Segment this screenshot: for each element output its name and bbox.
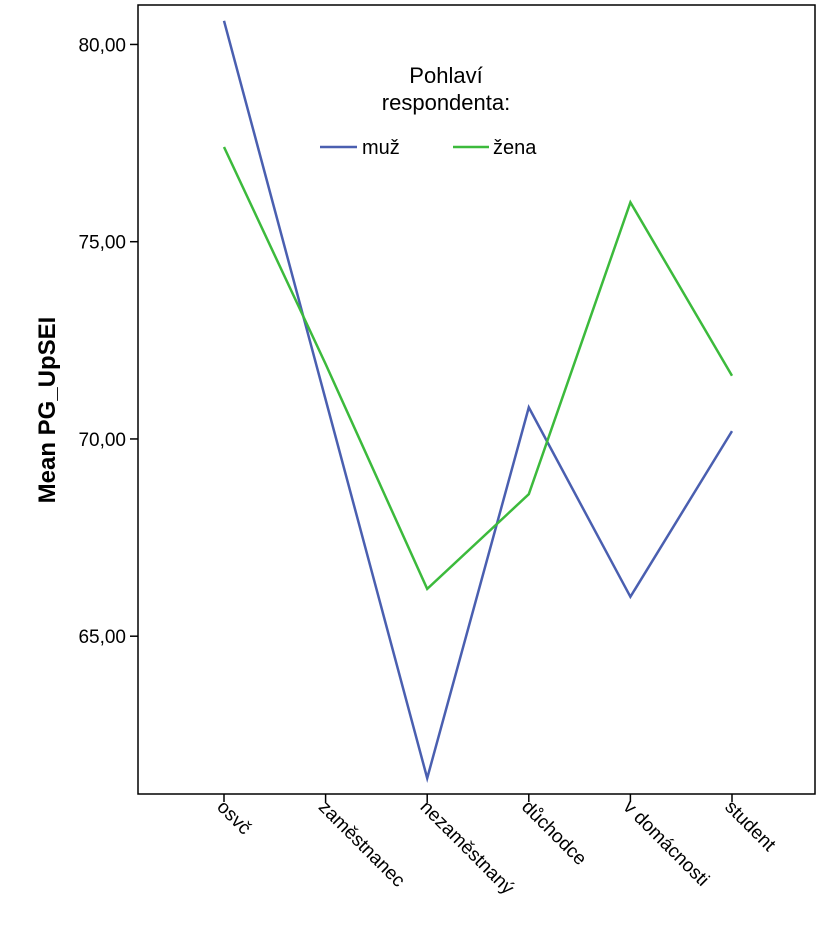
y-axis-title: Mean PG_UpSEI [34, 317, 61, 504]
x-category-label: zaměstnanec [314, 797, 409, 892]
x-category-label: v domácnosti [619, 797, 713, 891]
legend-label-muz: muž [362, 137, 400, 159]
x-category-label: osvč [212, 797, 254, 839]
x-category-label: důchodce [517, 797, 590, 870]
series-line-zena [222, 146, 734, 592]
x-category-label: student [720, 797, 779, 856]
plot-frame [137, 4, 816, 795]
y-tick-label: 70,00 [78, 430, 126, 451]
x-axis-ticks: osvč zaměstnanec nezaměstnaný důchodce v dom… [212, 794, 780, 900]
y-tick-label: 65,00 [78, 627, 126, 648]
series-lines [222, 20, 734, 783]
legend-label-zena: žena [493, 137, 537, 159]
series-line-muz [222, 20, 734, 783]
y-tick-label: 75,00 [78, 233, 126, 254]
x-category-label: nezaměstnaný [416, 797, 519, 900]
legend-title-line1: Pohlaví [409, 63, 482, 88]
y-tick-label: 80,00 [78, 35, 126, 56]
y-axis-ticks: 65,00 70,00 75,00 80,00 [78, 35, 138, 648]
legend-title-line2: respondenta: [382, 90, 510, 115]
legend: Pohlaví respondenta: muž žena [320, 63, 537, 159]
